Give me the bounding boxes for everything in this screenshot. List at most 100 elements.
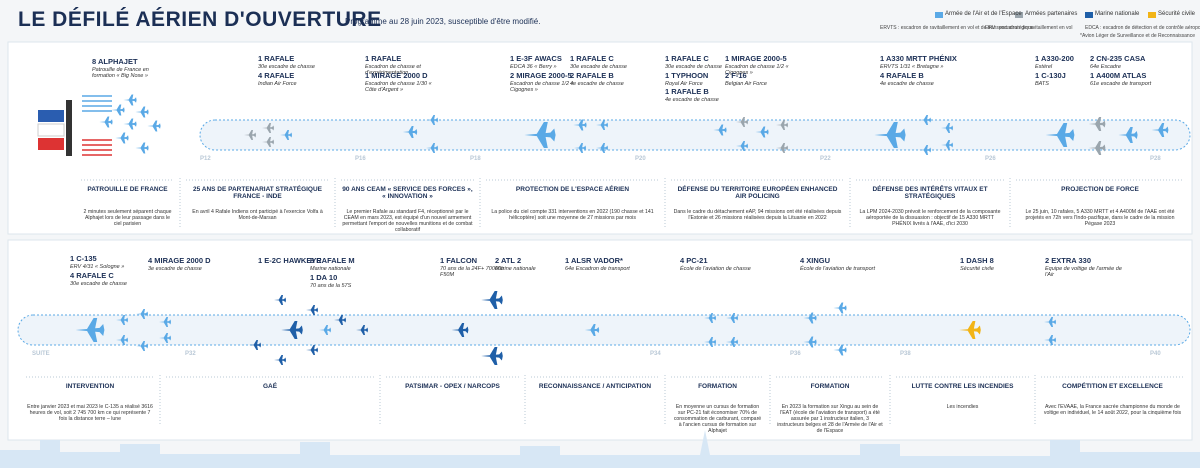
section-text: La police du ciel compte 331 interventio… bbox=[491, 209, 654, 221]
time-marker: P26 bbox=[985, 156, 996, 162]
aircraft-label: 8 RAFALE M bbox=[310, 256, 355, 265]
note: EDCA : escadron de détection et de contr… bbox=[1085, 25, 1200, 31]
aircraft-label: 1 FALCON bbox=[440, 256, 478, 265]
aircraft-unit: 30e escadre de chasse bbox=[570, 64, 627, 70]
aircraft-icon bbox=[451, 323, 469, 337]
section-title: 25 ANS DE PARTENARIAT STRATÉGIQUE FRANCE… bbox=[192, 186, 323, 201]
aircraft-label: 2 RAFALE B bbox=[570, 71, 614, 80]
time-marker: P20 bbox=[635, 156, 646, 162]
aircraft-unit: EDCA 36 « Berry » bbox=[510, 64, 557, 70]
aircraft-label: 1 MIRAGE 2000-5 bbox=[725, 54, 787, 63]
aircraft-unit: Indian Air Force bbox=[258, 81, 297, 87]
aircraft-icon bbox=[481, 347, 503, 365]
aircraft-icon bbox=[274, 355, 286, 365]
aircraft-icon bbox=[704, 337, 716, 347]
aircraft-icon bbox=[334, 315, 346, 325]
aircraft-unit: Royal Air Force bbox=[665, 81, 703, 87]
aircraft-icon bbox=[726, 337, 738, 347]
aircraft-unit: 3e escadre de chasse bbox=[148, 266, 202, 272]
tricolor-icon bbox=[37, 100, 72, 156]
section-text: 2 minutes seulement séparent chaque Alph… bbox=[83, 209, 172, 227]
aircraft-unit: 64e Escadre bbox=[1090, 64, 1121, 70]
aircraft-label: 1 C-130J bbox=[1035, 71, 1066, 80]
aircraft-label: 4 PC-21 bbox=[680, 256, 708, 265]
track bbox=[17, 314, 1191, 346]
aircraft-label: 4 RAFALE bbox=[258, 71, 295, 80]
aircraft-icon bbox=[736, 117, 748, 127]
aircraft-icon bbox=[249, 340, 261, 350]
legend-swatch bbox=[1015, 12, 1023, 18]
aircraft-icon bbox=[919, 145, 931, 155]
aircraft-icon bbox=[803, 312, 817, 324]
section-text: En avril 4 Rafale Indiens ont participé … bbox=[192, 209, 323, 221]
aircraft-icon bbox=[280, 130, 292, 140]
legend-label: Marine nationale bbox=[1095, 11, 1140, 17]
legend-swatch bbox=[935, 12, 943, 18]
time-marker: P18 bbox=[470, 156, 481, 162]
aircraft-icon bbox=[281, 321, 303, 339]
time-marker: P36 bbox=[790, 351, 801, 357]
aircraft-icon bbox=[111, 104, 125, 116]
skyline bbox=[0, 430, 1200, 468]
time-marker: P32 bbox=[185, 351, 196, 357]
aircraft-icon bbox=[123, 94, 137, 106]
aircraft-unit: 70 ans de la 57S bbox=[310, 283, 352, 289]
aircraft-icon bbox=[596, 120, 608, 130]
aircraft-unit: 30e escadre de chasse bbox=[665, 64, 722, 70]
section-title: COMPÉTITION ET EXCELLENCE bbox=[1062, 383, 1163, 390]
aircraft-icon bbox=[524, 122, 556, 148]
aircraft-icon bbox=[244, 130, 256, 140]
aircraft-label: 1 DA 10 bbox=[310, 273, 338, 282]
aircraft-unit: ERVTS 1/31 « Bretagne » bbox=[880, 64, 944, 70]
aircraft-icon bbox=[833, 344, 847, 356]
aircraft-icon bbox=[776, 120, 788, 130]
time-marker: P28 bbox=[1150, 156, 1161, 162]
aircraft-icon bbox=[755, 126, 769, 138]
aircraft-icon bbox=[941, 140, 953, 150]
section-title: DÉFENSE DU TERRITOIRE EUROPÉEN ENHANCED … bbox=[677, 186, 838, 201]
aircraft-icon bbox=[481, 291, 503, 309]
section-title: PATROUILLE DE FRANCE bbox=[87, 186, 168, 193]
aircraft-label: 2 EXTRA 330 bbox=[1045, 256, 1091, 265]
aircraft-icon bbox=[1044, 317, 1056, 327]
aircraft-label: 4 MIRAGE 2000 D bbox=[148, 256, 211, 265]
aircraft-label: 1 C-135 bbox=[70, 254, 97, 263]
aircraft-icon bbox=[584, 324, 600, 336]
section-text: Avec l'EVAAE, la France sacrée championn… bbox=[1043, 404, 1182, 416]
aircraft-unit: Escadron de chasse 1/2 « Cigognes » bbox=[510, 81, 574, 94]
section-text: Le premier Rafale au standard F4, récept… bbox=[342, 209, 473, 233]
section-title: FORMATION bbox=[810, 383, 850, 390]
aircraft-icon bbox=[159, 333, 171, 343]
aircraft-icon bbox=[306, 345, 318, 355]
aircraft-unit: 4e escadre de chasse bbox=[665, 97, 719, 103]
aircraft-label: 1 DASH 8 bbox=[960, 256, 994, 265]
aircraft-unit: Marine nationale bbox=[495, 266, 536, 272]
aircraft-label: 2 MIRAGE 2000-5 bbox=[510, 71, 572, 80]
legend-label: Armées partenaires bbox=[1025, 11, 1078, 17]
aircraft-icon bbox=[426, 115, 438, 125]
aircraft-icon bbox=[1088, 117, 1106, 131]
section-text: Les incendies bbox=[946, 404, 979, 410]
legend-label: Armée de l'Air et de l'Espace bbox=[945, 11, 1022, 17]
note: ERV : escadron de ravitaillement en vol bbox=[985, 25, 1073, 31]
aircraft-unit: Equipe de voltige de l'armée de l'Air bbox=[1045, 266, 1122, 279]
aircraft-icon bbox=[356, 325, 368, 335]
aircraft-icon bbox=[776, 143, 788, 153]
aircraft-unit: 64e Escadron de transport bbox=[565, 266, 630, 272]
legend-swatch bbox=[1148, 12, 1156, 18]
aircraft-unit: Escadron de chasse 1/2 « Cigognes » bbox=[725, 64, 789, 77]
legend-label: Sécurité civile bbox=[1158, 11, 1196, 17]
aircraft-icon bbox=[135, 142, 149, 154]
time-marker: P34 bbox=[650, 351, 661, 357]
section-title: PATSIMAR - OPEX / NARCOPS bbox=[405, 383, 500, 390]
aircraft-icon bbox=[1151, 123, 1169, 137]
aircraft-icon bbox=[941, 123, 953, 133]
aircraft-icon bbox=[1088, 141, 1106, 155]
aircraft-icon bbox=[402, 126, 418, 138]
aircraft-unit: Sécurité civile bbox=[960, 266, 994, 272]
aircraft-unit: Marine nationale bbox=[310, 266, 351, 272]
aircraft-icon bbox=[704, 313, 716, 323]
aircraft-label: 4 XINGU bbox=[800, 256, 831, 265]
